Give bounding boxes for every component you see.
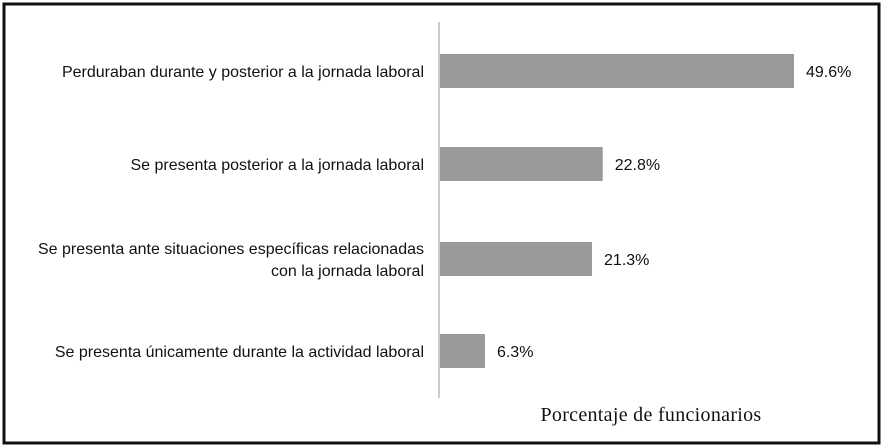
bar-1 xyxy=(440,54,794,88)
category-label-2: Se presenta posterior a la jornada labor… xyxy=(130,157,424,174)
value-labels-group: 49.6% 22.8% 21.3% 6.3% xyxy=(497,64,851,361)
value-label-1: 49.6% xyxy=(806,64,851,81)
category-label-1: Perduraban durante y posterior a la jorn… xyxy=(62,64,424,81)
bar-4 xyxy=(440,334,485,368)
category-label-3-line-2: con la jornada laboral xyxy=(271,263,424,280)
bar-2 xyxy=(440,147,603,181)
category-labels-group: Perduraban durante y posterior a la jorn… xyxy=(38,64,424,361)
category-label-4: Se presenta únicamente durante la activi… xyxy=(55,344,424,361)
category-label-3-line-1: Se presenta ante situaciones específicas… xyxy=(38,241,424,258)
x-axis-label: Porcentaje de funcionarios xyxy=(540,404,761,426)
value-label-4: 6.3% xyxy=(497,344,533,361)
bar-3 xyxy=(440,242,593,276)
value-label-3: 21.3% xyxy=(604,252,649,269)
value-label-2: 22.8% xyxy=(615,157,660,174)
bars-group xyxy=(440,54,794,368)
